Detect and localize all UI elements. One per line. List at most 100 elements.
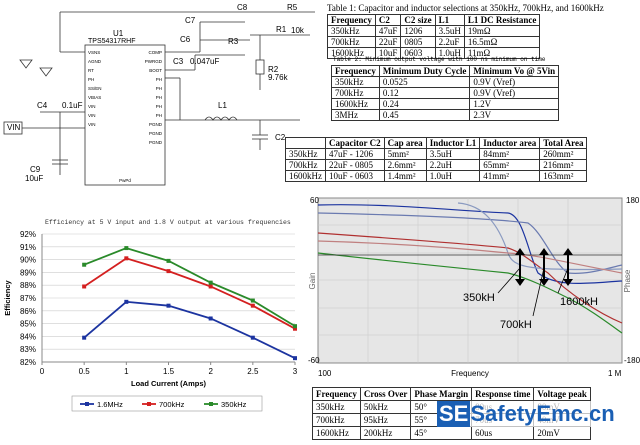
x-tick-label: 0 <box>40 367 45 376</box>
cell: 0.12 <box>378 87 471 99</box>
pin-label: PwPd <box>119 178 131 183</box>
pin-label: VSNS <box>88 50 100 55</box>
cell: 41mm² <box>479 170 541 182</box>
component-label: R2 <box>268 65 279 74</box>
point-marker <box>250 298 255 303</box>
header-cell: Inductor area <box>479 137 541 149</box>
y-tick-label: 84% <box>20 332 36 341</box>
series-line <box>83 247 296 327</box>
cell: 1.0uH <box>425 170 481 182</box>
y2-label: Phase <box>623 269 632 292</box>
point-marker <box>208 280 213 285</box>
header-cell: Frequency <box>327 14 376 26</box>
component-label: 10k <box>291 26 305 35</box>
area-table: Capacitor C2 Cap area Inductor L1 Inductor … <box>285 137 588 182</box>
component-label: C2 <box>275 133 286 142</box>
cell: 5mm² <box>383 148 427 160</box>
watermark-badge: SE <box>437 401 471 427</box>
component-label: C4 <box>37 101 48 110</box>
chip-ref: U1 <box>113 29 124 38</box>
cell: 10uF - 0603 <box>325 170 385 182</box>
y-tick-label: 85% <box>20 320 36 329</box>
cell: 700kHz <box>285 159 326 171</box>
cell: 700kHz <box>312 413 361 427</box>
header-cell: L1 <box>434 14 465 26</box>
x-tick-label: 2.5 <box>247 367 259 376</box>
point-marker <box>166 303 171 308</box>
series-line <box>83 257 296 330</box>
x-tick-label: 1.5 <box>163 367 175 376</box>
x-right-label: 1 M <box>608 369 622 378</box>
component-label: R1 <box>276 25 287 34</box>
bode-plot: 60 -60 180 -180 Gain Phase 100 Frequency… <box>308 196 640 378</box>
header-cell: Minimum Duty Cycle <box>378 65 471 77</box>
pin-label: RT <box>88 68 94 73</box>
cell: 1.4mm² <box>383 170 427 182</box>
header-cell <box>285 137 326 149</box>
cell: 700kHz <box>327 36 376 48</box>
pin-label: VIN <box>88 104 96 109</box>
pin-label: VIN <box>88 113 96 118</box>
component-label: C3 <box>173 57 184 66</box>
capacitor-table: Frequency C2 C2 size L1 L1 DC Resistance 350k… <box>327 14 541 59</box>
component-label: R3 <box>228 37 239 46</box>
legend-label: 1.6MHz <box>97 400 123 409</box>
component-label: 0.1uF <box>62 101 83 110</box>
cell: 65mm² <box>479 159 541 171</box>
point-marker <box>166 258 171 263</box>
cell: 11mΩ <box>463 47 541 59</box>
duty-cycle-table: Frequency Minimum Duty Cycle Minimum Vo @ … <box>331 65 560 121</box>
x-tick-label: 0.5 <box>79 367 91 376</box>
y-tick-label: 82% <box>20 358 36 367</box>
component-label: C8 <box>237 3 248 12</box>
cell: 22uF - 0805 <box>325 159 385 171</box>
component-label: L1 <box>218 101 227 110</box>
watermark: SE SafetyEmc.cn <box>437 401 615 427</box>
cell: 1206 <box>400 25 436 37</box>
x-tick-label: 1 <box>124 367 129 376</box>
cell: 700kHz <box>331 87 380 99</box>
cell: 0.24 <box>378 98 471 110</box>
watermark-text: SafetyEmc.cn <box>470 401 615 427</box>
annotation: 1600kH <box>560 296 598 308</box>
cell: 47uF - 1206 <box>325 148 385 160</box>
header-cell: Frequency <box>312 387 361 401</box>
y-top-label: 60 <box>310 196 319 205</box>
pin-label: COMP <box>149 50 163 55</box>
pin-label: PGND <box>149 122 163 127</box>
pin-label: VBIAS <box>88 95 101 100</box>
table-caption: Table 1: Capacitor and inductor selectio… <box>327 3 604 13</box>
point-marker <box>166 269 171 274</box>
cell: 0805 <box>400 36 436 48</box>
header-cell: Response time <box>471 387 535 401</box>
cell: 350kHz <box>312 400 361 414</box>
cell: 350kHz <box>327 25 376 37</box>
point-marker <box>82 284 87 289</box>
point-marker <box>124 256 129 261</box>
header-cell: Frequency <box>331 65 380 77</box>
cell: 50kHz <box>359 400 412 414</box>
cell: 0.9V (Vref) <box>469 87 560 99</box>
cell: 22uF <box>374 36 402 48</box>
legend-marker <box>147 402 151 406</box>
pin-label: PGND <box>149 131 163 136</box>
y-tick-label: 90% <box>20 256 36 265</box>
cell: 163mm² <box>539 170 588 182</box>
cell: 45° <box>410 426 473 440</box>
point-marker <box>208 316 213 321</box>
point-marker <box>250 335 255 340</box>
cell: 2.2uF <box>434 36 465 48</box>
cell: 47uF <box>374 25 402 37</box>
pin-label: PH <box>156 86 162 91</box>
cell: 216mm² <box>539 159 588 171</box>
series-line <box>83 300 296 359</box>
annotation: 700kH <box>500 319 532 331</box>
x-label: Frequency <box>451 369 489 378</box>
pin-label: PGND <box>149 140 163 145</box>
y2-top-label: 180 <box>626 196 640 205</box>
cell: 1600kHz <box>331 98 380 110</box>
pin-label: PWRGD <box>145 59 163 64</box>
pin-label: PH <box>156 104 162 109</box>
